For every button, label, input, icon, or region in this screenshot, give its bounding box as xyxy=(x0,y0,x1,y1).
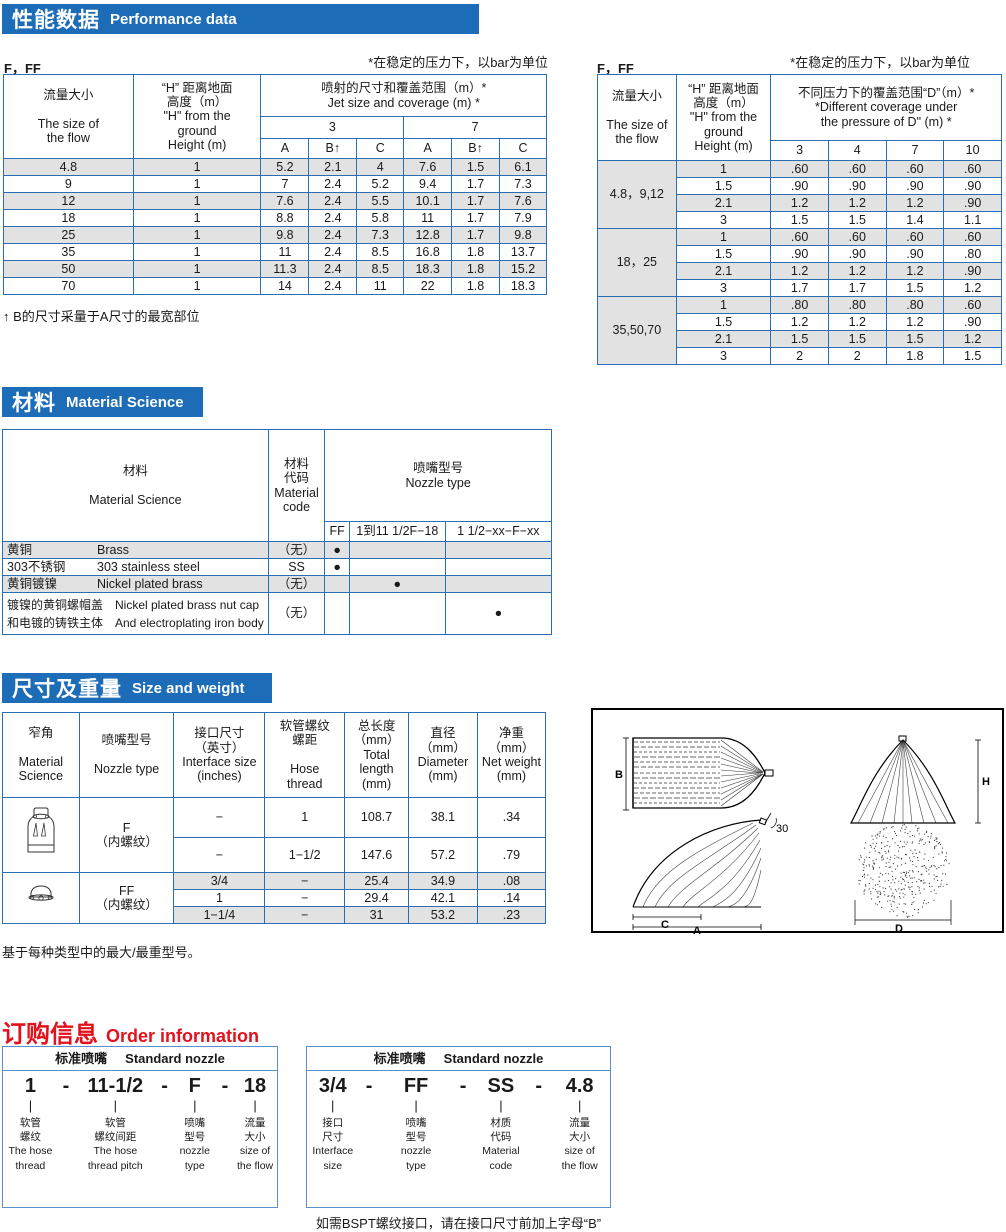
svg-text:D: D xyxy=(895,923,903,935)
svg-text:B: B xyxy=(615,769,623,781)
svg-text:C: C xyxy=(661,919,669,931)
svg-text:30: 30 xyxy=(776,823,788,835)
svg-text:A: A xyxy=(693,925,701,935)
svg-text:H: H xyxy=(982,776,990,788)
